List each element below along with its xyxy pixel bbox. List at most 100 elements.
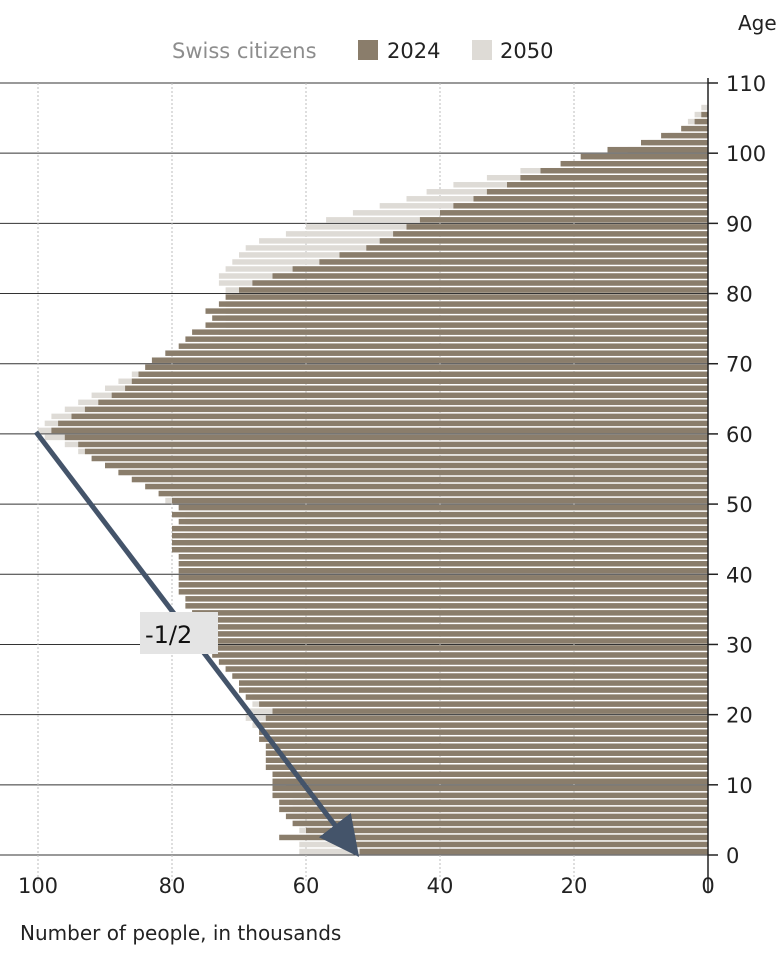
y-tick-label: 0	[726, 844, 739, 868]
bar-2024-age-104	[694, 118, 708, 125]
x-tick-label: 60	[293, 874, 320, 898]
y-tick-label: 80	[726, 283, 753, 307]
y-tick-label: 60	[726, 423, 753, 447]
bar-2024-age-85	[339, 252, 708, 258]
bar-2024-age-84	[319, 259, 708, 265]
bar-2024-age-69	[145, 364, 708, 370]
bar-2024-age-37	[178, 589, 708, 595]
bar-2024-age-42	[178, 553, 708, 560]
bar-2024-age-40	[178, 568, 708, 574]
bar-2024-age-54	[118, 469, 708, 476]
bar-2024-age-64	[98, 399, 709, 406]
bar-2024-age-103	[681, 125, 708, 132]
series-2024-bars	[51, 111, 709, 855]
bar-2024-age-77	[205, 308, 708, 314]
bar-2024-age-46	[172, 525, 708, 532]
bar-2024-age-66	[125, 385, 709, 392]
bar-2024-age-58	[78, 441, 708, 448]
bar-2024-age-61	[58, 420, 709, 427]
bar-2024-age-19	[265, 715, 708, 721]
bar-2024-age-20	[272, 708, 708, 714]
bar-2024-age-73	[185, 336, 708, 342]
bar-2024-age-44	[172, 539, 708, 546]
bar-2050-age-106	[701, 104, 708, 111]
bar-2024-age-11	[272, 771, 708, 778]
legend-title: Swiss citizens	[172, 39, 317, 63]
bar-2024-age-16	[259, 736, 708, 742]
bar-2024-age-18	[259, 722, 708, 728]
bar-2024-age-51	[158, 490, 709, 497]
y-tick-label: 20	[726, 704, 753, 728]
bar-2024-age-31	[198, 631, 709, 637]
bar-2024-age-57	[84, 448, 708, 455]
bar-2024-age-88	[393, 231, 708, 237]
legend: Swiss citizens 2024 2050	[172, 39, 553, 63]
legend-swatch-2024	[358, 40, 378, 60]
x-tick-label: 80	[159, 874, 186, 898]
bar-2024-age-26	[225, 666, 708, 672]
bar-2024-age-94	[486, 189, 708, 195]
bar-2024-age-30	[205, 638, 708, 644]
bar-2024-age-90	[419, 217, 708, 223]
y-tick-label: 90	[726, 212, 753, 236]
bar-2024-age-1	[352, 841, 708, 848]
bar-2024-age-34	[192, 610, 709, 616]
bar-2024-age-35	[185, 603, 708, 609]
bar-2024-age-101	[641, 139, 708, 146]
y-tick-label: 40	[726, 563, 753, 587]
bar-2024-age-7	[279, 799, 708, 806]
bar-2024-age-2	[279, 834, 708, 841]
bar-2024-age-105	[701, 111, 708, 118]
y-tick-label: 10	[726, 774, 753, 798]
y-tick-label: 70	[726, 353, 753, 377]
bar-2024-age-62	[71, 413, 708, 420]
bar-2024-age-74	[192, 329, 709, 335]
bar-2024-age-95	[507, 182, 708, 188]
bar-2024-age-96	[520, 175, 708, 181]
bar-2024-age-93	[473, 196, 708, 202]
bar-2024-age-100	[607, 146, 708, 153]
bar-2024-age-79	[225, 294, 708, 300]
bar-2024-age-68	[138, 371, 708, 377]
y-tick-label: 110	[726, 72, 766, 96]
x-tick-label: 100	[18, 874, 58, 898]
bar-2024-age-72	[178, 343, 708, 349]
bar-2024-age-3	[306, 827, 708, 834]
bar-2024-age-39	[178, 575, 708, 581]
grid	[0, 82, 708, 883]
bar-2024-age-75	[205, 322, 708, 328]
bar-2024-age-97	[540, 167, 708, 174]
y-tick-label: 100	[726, 142, 766, 166]
bar-2024-age-6	[279, 806, 708, 813]
x-axis-title: Number of people, in thousands	[20, 921, 341, 945]
bar-2024-age-14	[265, 750, 708, 756]
bar-2024-age-102	[661, 132, 708, 139]
bar-2024-age-21	[259, 701, 708, 707]
bar-2024-age-53	[131, 476, 709, 483]
bar-2024-age-78	[218, 301, 708, 307]
bar-2024-age-91	[440, 210, 708, 216]
bar-2024-age-71	[165, 350, 709, 356]
bar-2024-age-80	[239, 287, 708, 293]
slope-annotation: -1/2	[34, 430, 360, 857]
bar-2024-age-22	[245, 694, 708, 700]
bar-2024-age-63	[84, 406, 708, 413]
legend-swatch-2050	[472, 40, 492, 60]
bar-2024-age-67	[131, 378, 709, 385]
bar-2024-age-41	[178, 561, 708, 567]
bar-2024-age-86	[366, 245, 708, 251]
bar-2024-age-24	[239, 680, 708, 686]
legend-label-2024: 2024	[387, 39, 440, 63]
bar-2024-age-8	[272, 792, 708, 799]
x-tick-label: 40	[427, 874, 454, 898]
bar-2024-age-76	[212, 315, 708, 321]
bar-2024-age-65	[111, 392, 708, 399]
bar-2024-age-92	[453, 203, 708, 209]
bar-2024-age-48	[172, 511, 708, 518]
bar-2024-age-89	[406, 224, 708, 230]
bar-2024-age-25	[232, 673, 709, 679]
bar-2024-age-49	[178, 504, 708, 511]
bar-2024-age-82	[272, 273, 708, 279]
bar-2024-age-32	[198, 624, 709, 630]
